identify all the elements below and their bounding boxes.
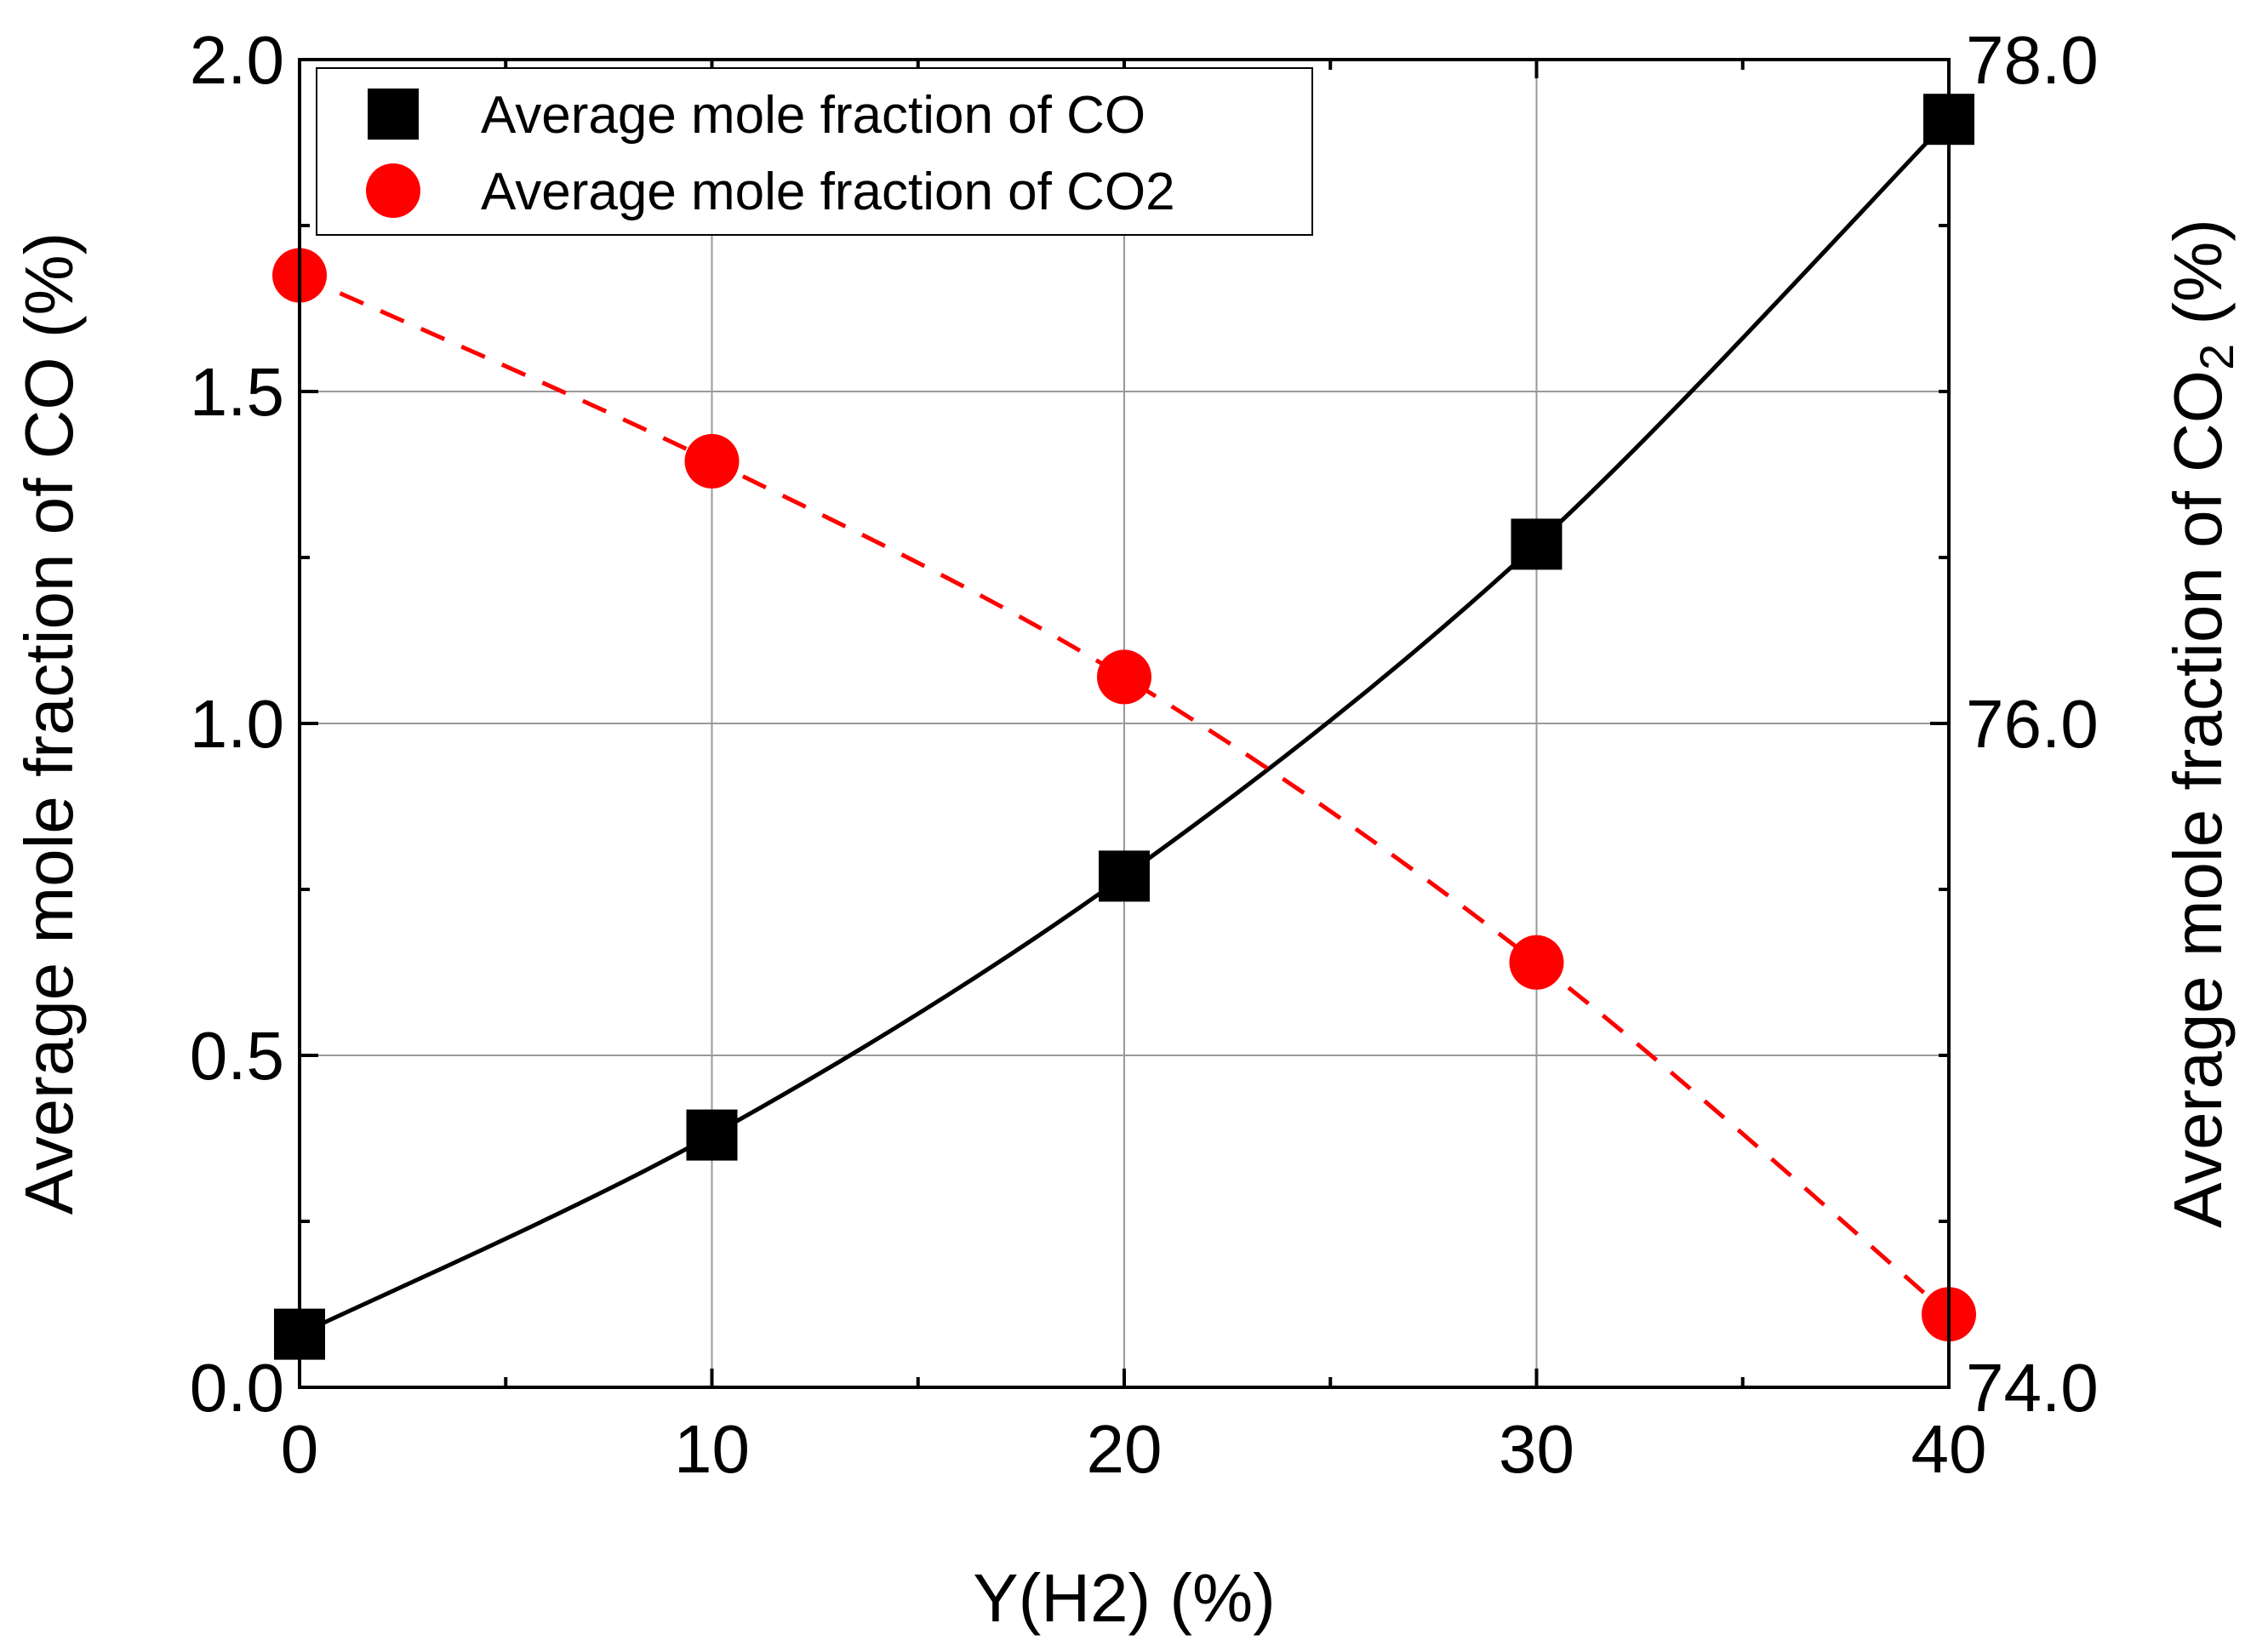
- x-tick-label: 40: [1911, 1411, 1987, 1487]
- y-right-title-subscript: 2: [2190, 344, 2243, 370]
- y-left-tick-label: 1.5: [190, 354, 284, 430]
- legend-label-co2: Average mole fraction of CO2: [481, 163, 1175, 221]
- tick-labels: 0 10 20 30 40 0.0 0.5 1.0 1.5 2.0 74.0 76.0 78.0: [190, 22, 2099, 1487]
- data-point-co: [686, 1109, 738, 1161]
- x-tick-label: 0: [281, 1411, 319, 1487]
- legend-marker-co2: [366, 163, 420, 218]
- y-right-tick-label: 76.0: [1966, 686, 2099, 762]
- legend-label-co: Average mole fraction of CO: [481, 86, 1145, 145]
- legend: Average mole fraction of CO Average mole…: [316, 67, 1313, 236]
- x-tick-label: 20: [1087, 1411, 1163, 1487]
- data-point-co2: [1097, 649, 1151, 705]
- y-left-tick-label: 2.0: [190, 22, 284, 98]
- y-right-tick-label: 74.0: [1966, 1350, 2099, 1426]
- y-left-axis-title: Average mole fraction of CO (%): [11, 232, 87, 1215]
- data-point-co2: [1509, 935, 1564, 990]
- y-right-axis-title: Average mole fraction of CO2 (%): [2160, 219, 2243, 1228]
- x-tick-label: 30: [1499, 1411, 1574, 1487]
- data-point-co: [1099, 850, 1150, 902]
- grid: [300, 60, 1949, 1387]
- data-point-co: [1511, 518, 1562, 570]
- y-left-tick-label: 0.0: [190, 1350, 284, 1426]
- y-right-tick-label: 78.0: [1966, 22, 2099, 98]
- y-right-title-main: Average mole fraction of CO: [2160, 370, 2236, 1228]
- data-point-co2: [684, 433, 740, 489]
- y-left-tick-label: 1.0: [190, 686, 284, 762]
- legend-box: [316, 67, 1313, 236]
- x-axis-title: Y(H2) (%): [973, 1560, 1276, 1636]
- x-tick-label: 10: [674, 1411, 750, 1487]
- y-right-title-unit: (%): [2160, 219, 2236, 344]
- legend-marker-co: [368, 89, 419, 140]
- y-left-tick-label: 0.5: [190, 1018, 284, 1094]
- axis-ticks: [298, 58, 1951, 1389]
